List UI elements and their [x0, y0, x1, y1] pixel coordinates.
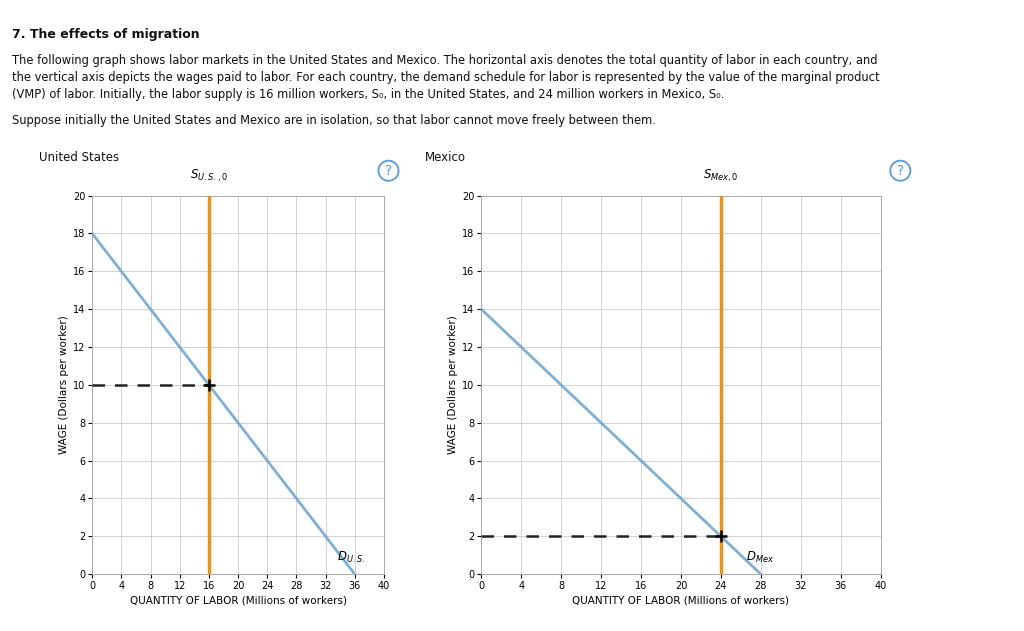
Text: 7. The effects of migration: 7. The effects of migration	[12, 28, 200, 42]
X-axis label: QUANTITY OF LABOR (Millions of workers): QUANTITY OF LABOR (Millions of workers)	[130, 595, 346, 605]
Text: $S_{U.S.,0}$: $S_{U.S.,0}$	[189, 168, 228, 184]
Text: (VMP) of labor. Initially, the labor supply is 16 million workers, S₀, in the Un: (VMP) of labor. Initially, the labor sup…	[12, 88, 725, 101]
Text: Suppose initially the United States and Mexico are in isolation, so that labor c: Suppose initially the United States and …	[12, 114, 656, 127]
Text: ?: ?	[385, 163, 392, 178]
Text: Mexico: Mexico	[425, 151, 466, 165]
Y-axis label: WAGE (Dollars per worker): WAGE (Dollars per worker)	[58, 316, 69, 454]
Text: $D_{U.S.}$: $D_{U.S.}$	[337, 550, 365, 565]
Text: The following graph shows labor markets in the United States and Mexico. The hor: The following graph shows labor markets …	[12, 54, 878, 67]
Text: the vertical axis depicts the wages paid to labor. For each country, the demand : the vertical axis depicts the wages paid…	[12, 71, 880, 84]
Text: United States: United States	[39, 151, 119, 165]
X-axis label: QUANTITY OF LABOR (Millions of workers): QUANTITY OF LABOR (Millions of workers)	[572, 595, 790, 605]
Y-axis label: WAGE (Dollars per worker): WAGE (Dollars per worker)	[447, 316, 458, 454]
Text: $S_{Mex,0}$: $S_{Mex,0}$	[703, 168, 738, 184]
Text: ?: ?	[897, 163, 904, 178]
Text: $D_{Mex}$: $D_{Mex}$	[745, 550, 774, 565]
